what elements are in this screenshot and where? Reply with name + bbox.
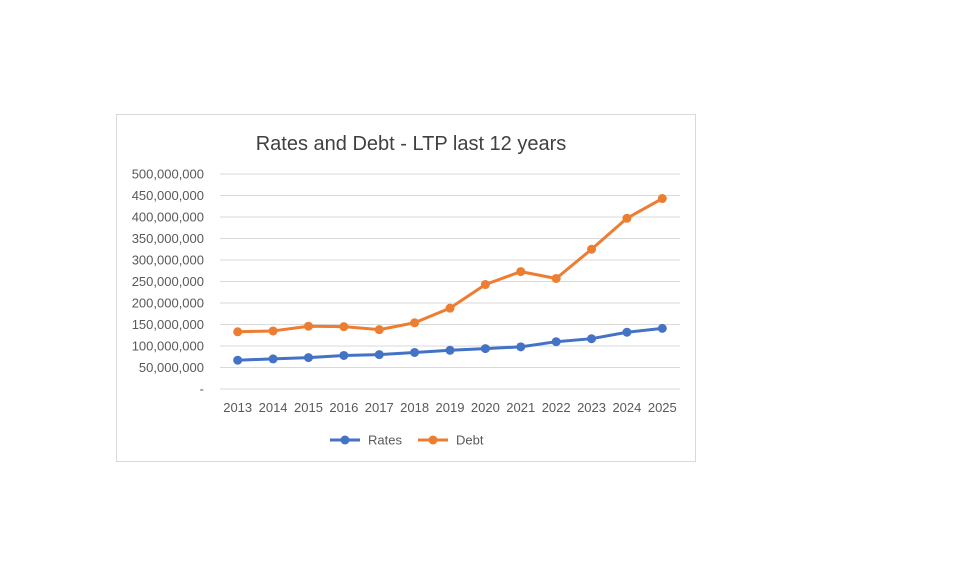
x-tick-label: 2023	[577, 400, 606, 415]
data-point-rates	[268, 354, 278, 364]
data-point-rates	[445, 345, 455, 355]
data-point-rates	[622, 327, 632, 337]
legend-swatch-marker	[340, 435, 350, 445]
x-tick-label: 2025	[648, 400, 677, 415]
x-tick-label: 2024	[612, 400, 641, 415]
data-point-rates	[551, 337, 561, 347]
data-point-debt	[551, 273, 561, 283]
legend-label: Debt	[456, 433, 484, 448]
x-tick-label: 2019	[436, 400, 465, 415]
data-point-debt	[516, 267, 526, 277]
x-tick-label: 2021	[506, 400, 535, 415]
data-point-debt	[587, 244, 597, 254]
y-tick-label: 350,000,000	[132, 231, 204, 246]
data-point-rates	[480, 344, 490, 354]
data-point-debt	[374, 325, 384, 335]
x-tick-label: 2017	[365, 400, 394, 415]
x-tick-label: 2018	[400, 400, 429, 415]
data-point-rates	[657, 323, 667, 333]
x-tick-label: 2016	[329, 400, 358, 415]
legend: Rates Debt	[330, 433, 484, 448]
data-point-rates	[339, 350, 349, 360]
y-tick-label: 300,000,000	[132, 253, 204, 268]
series-rates	[233, 323, 667, 365]
y-tick-label: -	[200, 382, 204, 397]
data-point-rates	[587, 334, 597, 344]
data-point-debt	[233, 327, 243, 337]
legend-label: Rates	[368, 433, 402, 448]
y-tick-label: 400,000,000	[132, 210, 204, 225]
data-point-debt	[410, 318, 420, 328]
data-point-debt	[303, 321, 313, 331]
y-tick-label: 250,000,000	[132, 274, 204, 289]
data-point-rates	[410, 347, 420, 357]
legend-item-debt: Debt	[418, 433, 484, 448]
data-point-debt	[657, 194, 667, 204]
y-tick-label: 200,000,000	[132, 296, 204, 311]
series-line-rates	[236, 326, 664, 362]
data-point-rates	[303, 353, 313, 363]
data-point-rates	[233, 355, 243, 365]
chart-area	[116, 114, 696, 462]
x-tick-label: 2015	[294, 400, 323, 415]
data-point-debt	[268, 326, 278, 336]
series-debt	[233, 194, 667, 337]
y-tick-label: 100,000,000	[132, 339, 204, 354]
x-tick-label: 2022	[542, 400, 571, 415]
y-tick-label: 150,000,000	[132, 317, 204, 332]
y-tick-label: 450,000,000	[132, 188, 204, 203]
y-tick-label: 500,000,000	[132, 167, 204, 182]
data-point-debt	[339, 322, 349, 332]
legend-item-rates: Rates	[330, 433, 402, 448]
data-point-debt	[480, 280, 490, 290]
x-tick-label: 2020	[471, 400, 500, 415]
x-tick-label: 2013	[223, 400, 252, 415]
x-tick-label: 2014	[259, 400, 288, 415]
legend-swatch-marker	[428, 435, 438, 445]
y-tick-label: 50,000,000	[139, 360, 204, 375]
chart-title: Rates and Debt - LTP last 12 years	[256, 133, 567, 155]
data-point-debt	[445, 303, 455, 313]
data-point-debt	[622, 213, 632, 223]
data-point-rates	[374, 350, 384, 360]
data-point-rates	[516, 342, 526, 352]
